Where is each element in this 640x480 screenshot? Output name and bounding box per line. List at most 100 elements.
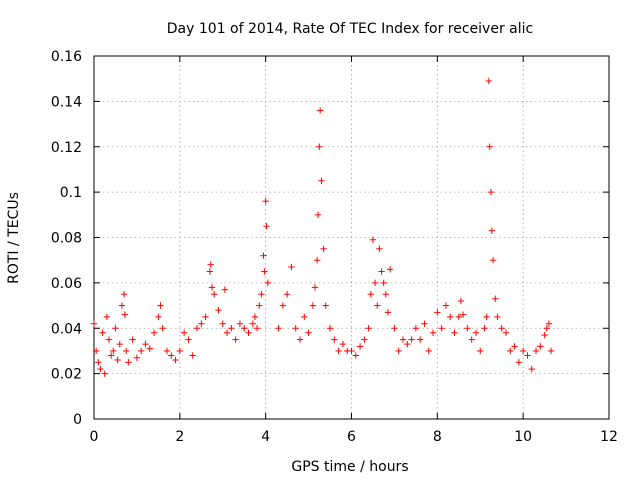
- data-point: [159, 325, 166, 332]
- data-point: [116, 340, 123, 348]
- data-point: [264, 279, 272, 287]
- data-point: [335, 347, 342, 355]
- data-point: [133, 354, 141, 361]
- data-point: [146, 345, 153, 352]
- data-point: [155, 313, 162, 321]
- data-point: [425, 347, 432, 355]
- data-point: [352, 352, 359, 359]
- data-point: [547, 347, 555, 355]
- data-point: [537, 343, 544, 350]
- data-point: [519, 347, 527, 355]
- data-point: [481, 325, 488, 332]
- data-point: [90, 320, 98, 327]
- data-point: [511, 343, 518, 350]
- data-point: [322, 302, 329, 309]
- data-point: [386, 266, 394, 273]
- data-point: [391, 325, 398, 332]
- data-point: [206, 268, 214, 275]
- data-point: [262, 198, 269, 205]
- data-point: [168, 352, 175, 359]
- data-point: [114, 356, 121, 364]
- data-point: [260, 252, 267, 259]
- data-point: [374, 302, 381, 309]
- y-tick-label: 0: [73, 412, 82, 428]
- data-point: [408, 336, 415, 343]
- data-point: [399, 336, 407, 343]
- data-point: [468, 336, 475, 343]
- data-point: [249, 320, 256, 327]
- data-point: [416, 336, 424, 343]
- data-point: [163, 347, 171, 355]
- data-point: [296, 336, 304, 343]
- data-point: [251, 313, 259, 321]
- x-tick-label: 10: [514, 429, 532, 445]
- data-point: [263, 222, 270, 230]
- data-point: [121, 311, 129, 318]
- data-point: [376, 245, 383, 253]
- y-tick-label: 0.16: [51, 49, 82, 65]
- data-point: [361, 336, 368, 343]
- data-point: [492, 295, 499, 302]
- data-point: [316, 143, 323, 150]
- data-point: [142, 340, 149, 348]
- data-point: [486, 143, 493, 150]
- y-axis: 0 0.02 0.04 0.06 0.08 0.1 0.12 0.14 0.16: [51, 49, 609, 428]
- data-point: [339, 340, 347, 348]
- data-point: [380, 279, 387, 287]
- data-point: [320, 245, 327, 253]
- data-point: [434, 309, 441, 316]
- data-point: [331, 336, 338, 343]
- data-point: [348, 347, 355, 355]
- data-point: [95, 359, 102, 366]
- x-tick-label: 4: [261, 429, 270, 445]
- data-point: [279, 302, 287, 309]
- data-point: [384, 309, 392, 316]
- data-point: [451, 329, 458, 336]
- data-point: [283, 291, 291, 298]
- chart-title: Day 101 of 2014, Rate Of TEC Index for r…: [167, 21, 533, 37]
- data-point: [457, 297, 465, 305]
- data-point: [101, 370, 108, 377]
- data-point: [228, 325, 235, 332]
- data-point: [292, 325, 299, 332]
- data-point: [545, 320, 553, 327]
- y-tick-label: 0.08: [51, 231, 82, 247]
- data-point: [172, 356, 179, 364]
- data-point: [485, 77, 493, 85]
- data-point: [442, 302, 450, 309]
- data-point: [528, 365, 535, 373]
- data-point: [150, 329, 158, 336]
- data-point: [110, 347, 117, 355]
- data-point: [223, 329, 231, 336]
- data-point: [464, 325, 471, 332]
- data-point: [314, 211, 322, 219]
- data-point: [122, 347, 130, 355]
- data-point: [288, 263, 295, 271]
- data-point: [382, 291, 390, 298]
- data-point: [524, 352, 531, 359]
- grid: [94, 56, 609, 419]
- data-point: [221, 286, 229, 293]
- data-point: [543, 325, 550, 332]
- data-point: [138, 347, 145, 355]
- data-point: [118, 302, 126, 309]
- data-point: [378, 268, 385, 275]
- data-point: [316, 107, 324, 114]
- data-point: [232, 336, 239, 343]
- data-point: [97, 365, 104, 373]
- data-point: [256, 302, 263, 309]
- data-point: [193, 325, 201, 332]
- data-point: [103, 313, 111, 321]
- data-point: [487, 188, 495, 196]
- data-point: [502, 329, 510, 336]
- data-point: [421, 320, 428, 327]
- data-point: [207, 261, 214, 268]
- data-point: [198, 320, 205, 327]
- data-point: [185, 336, 192, 343]
- x-tick-label: 0: [90, 429, 99, 445]
- data-point: [498, 325, 505, 332]
- y-axis-title: ROTI / TECUs: [6, 192, 22, 284]
- data-point: [107, 352, 115, 359]
- data-point: [489, 256, 497, 264]
